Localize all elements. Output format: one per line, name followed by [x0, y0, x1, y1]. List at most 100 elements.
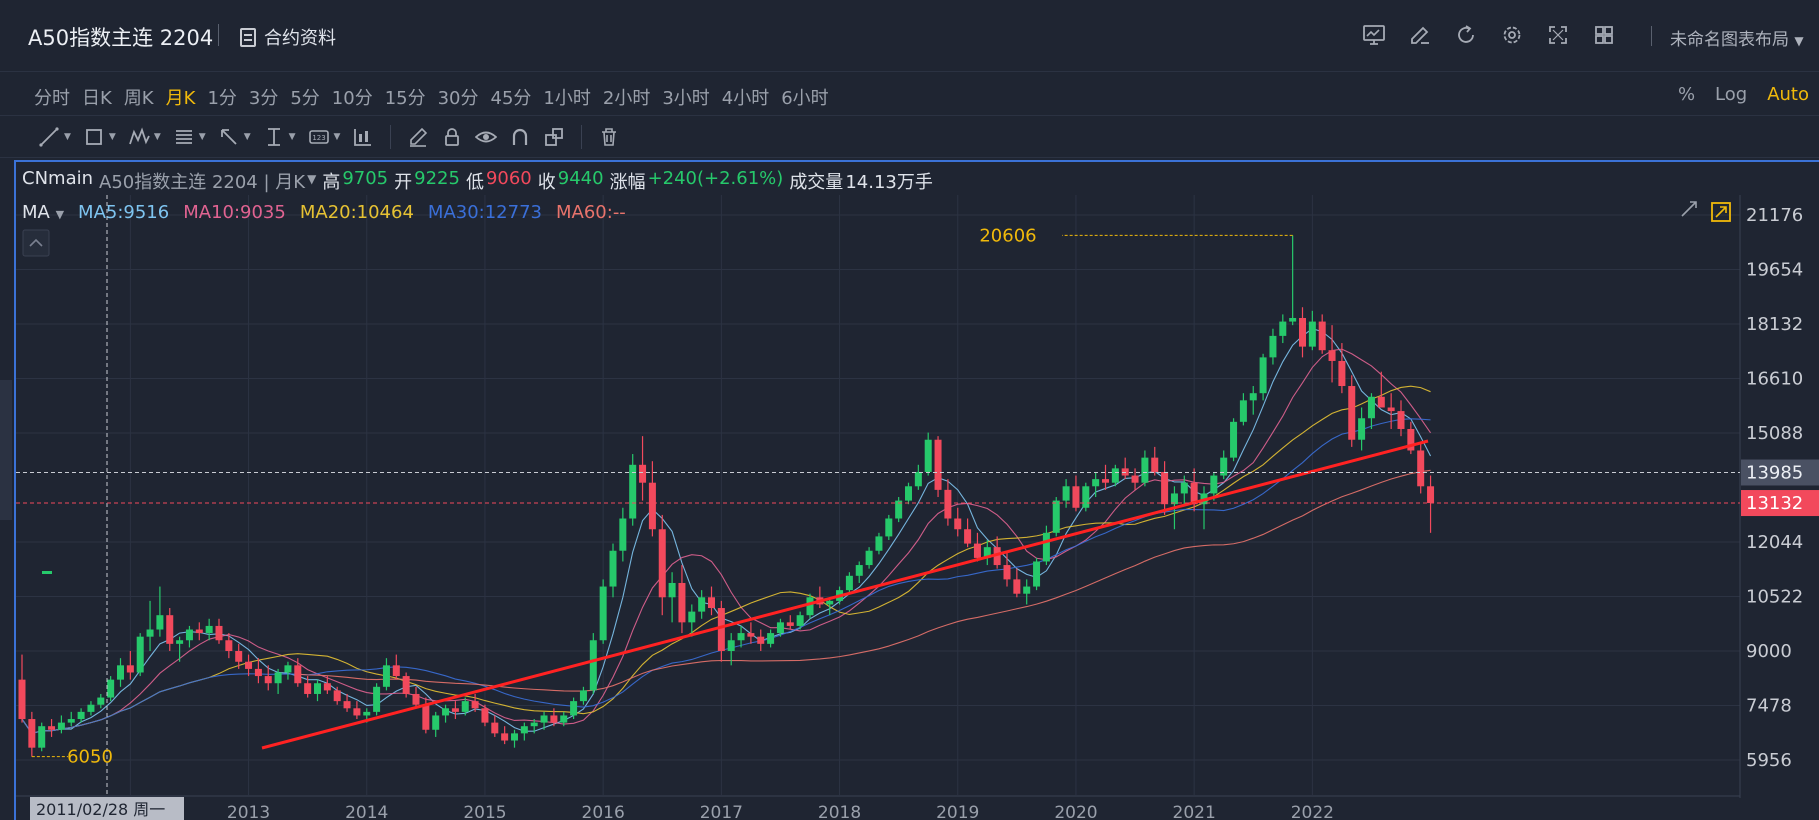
- candle-body[interactable]: [786, 622, 794, 626]
- eye-tool[interactable]: [469, 122, 503, 152]
- lock-tool[interactable]: [435, 122, 469, 152]
- period-tab[interactable]: 3分: [248, 88, 279, 109]
- period-tab[interactable]: 1分: [207, 88, 237, 109]
- candle-body[interactable]: [136, 636, 144, 673]
- candle-body[interactable]: [826, 600, 834, 605]
- period-tab[interactable]: 15分: [384, 88, 426, 109]
- candle-body[interactable]: [166, 615, 174, 644]
- candle-body[interactable]: [1279, 321, 1287, 336]
- candle-body[interactable]: [973, 543, 981, 558]
- candle-body[interactable]: [382, 665, 390, 687]
- candle-body[interactable]: [776, 622, 784, 634]
- candle-body[interactable]: [954, 518, 962, 530]
- settings-icon[interactable]: [1497, 20, 1527, 50]
- candle-body[interactable]: [215, 625, 223, 641]
- candle-body[interactable]: [363, 711, 371, 716]
- scale-option[interactable]: Log: [1715, 84, 1748, 105]
- candle-body[interactable]: [77, 711, 85, 720]
- candle-body[interactable]: [806, 597, 814, 616]
- candle-body[interactable]: [708, 597, 715, 609]
- candle-body[interactable]: [648, 482, 656, 530]
- candle-body[interactable]: [1102, 479, 1109, 483]
- candle-body[interactable]: [1377, 396, 1385, 408]
- candle-body[interactable]: [442, 708, 450, 716]
- candle-body[interactable]: [1180, 482, 1188, 494]
- candle-body[interactable]: [501, 733, 509, 741]
- candle-body[interactable]: [1141, 457, 1149, 483]
- candle-body[interactable]: [727, 640, 735, 651]
- candle-body[interactable]: [1220, 457, 1228, 476]
- candle-body[interactable]: [284, 665, 292, 673]
- candle-body[interactable]: [254, 668, 262, 677]
- candle-body[interactable]: [993, 547, 1001, 566]
- period-tab[interactable]: 5分: [290, 88, 320, 109]
- candle-body[interactable]: [905, 486, 912, 501]
- candle-body[interactable]: [422, 704, 430, 730]
- candle-body[interactable]: [1239, 400, 1247, 422]
- ma-indicator-name[interactable]: MA ▼: [22, 202, 64, 223]
- candle-body[interactable]: [1397, 411, 1405, 429]
- candle-body[interactable]: [412, 693, 420, 705]
- candle-body[interactable]: [323, 683, 331, 691]
- candle-body[interactable]: [570, 701, 578, 716]
- expand-icon[interactable]: [1711, 202, 1731, 222]
- period-tab[interactable]: 日K: [82, 88, 112, 109]
- candle-body[interactable]: [1249, 393, 1257, 401]
- candle-body[interactable]: [895, 500, 903, 519]
- period-tab[interactable]: 分时: [34, 88, 70, 109]
- candle-body[interactable]: [1023, 586, 1031, 594]
- trend-line-drawing[interactable]: [261, 439, 1429, 750]
- candle-body[interactable]: [304, 683, 312, 694]
- period-tab[interactable]: 6小时: [781, 88, 829, 109]
- candle-body[interactable]: [845, 575, 853, 591]
- candle-body[interactable]: [885, 518, 893, 537]
- candle-body[interactable]: [117, 665, 124, 680]
- fullscreen-icon[interactable]: [1543, 20, 1573, 50]
- candle-body[interactable]: [796, 615, 804, 626]
- candle-body[interactable]: [451, 708, 459, 712]
- candle-body[interactable]: [1072, 486, 1080, 508]
- candle-body[interactable]: [1170, 493, 1178, 505]
- arrow-tool[interactable]: ▼: [212, 122, 257, 152]
- candle-body[interactable]: [353, 708, 361, 716]
- candle-body[interactable]: [264, 676, 272, 684]
- candle-body[interactable]: [629, 464, 637, 519]
- candle-body[interactable]: [67, 719, 75, 723]
- candle-body[interactable]: [983, 547, 991, 558]
- candle-body[interactable]: [1151, 457, 1159, 472]
- candle-body[interactable]: [146, 629, 154, 637]
- candle-body[interactable]: [1121, 468, 1129, 476]
- candle-body[interactable]: [176, 640, 184, 644]
- rectangle-tool[interactable]: ▼: [77, 122, 122, 152]
- candle-body[interactable]: [530, 722, 538, 727]
- candle-body[interactable]: [1042, 532, 1050, 562]
- fib-tool[interactable]: ▼: [167, 122, 212, 152]
- period-tab[interactable]: 周K: [123, 88, 154, 109]
- candle-body[interactable]: [579, 690, 587, 702]
- candle-body[interactable]: [658, 529, 666, 598]
- candle-body[interactable]: [865, 550, 873, 566]
- candle-body[interactable]: [589, 640, 597, 691]
- candle-body[interactable]: [1161, 471, 1169, 505]
- candle-body[interactable]: [432, 715, 440, 730]
- candle-body[interactable]: [1230, 421, 1238, 458]
- candle-body[interactable]: [560, 715, 568, 723]
- candle-body[interactable]: [156, 615, 164, 630]
- candle-body[interactable]: [185, 629, 193, 641]
- legend-symbol[interactable]: A50指数主连 2204 | 月K: [99, 172, 306, 193]
- candle-body[interactable]: [491, 722, 499, 734]
- candle-body[interactable]: [245, 661, 253, 669]
- scale-option[interactable]: %: [1677, 84, 1696, 105]
- candle-body[interactable]: [944, 489, 952, 519]
- candle-body[interactable]: [1111, 468, 1119, 483]
- candle-body[interactable]: [1269, 335, 1277, 358]
- candle-body[interactable]: [333, 690, 341, 702]
- candle-body[interactable]: [314, 683, 321, 694]
- candle-body[interactable]: [540, 715, 548, 723]
- candle-body[interactable]: [1190, 482, 1198, 505]
- candle-body[interactable]: [639, 464, 647, 483]
- candle-body[interactable]: [1387, 407, 1395, 412]
- candle-body[interactable]: [875, 536, 883, 551]
- candle-body[interactable]: [1299, 317, 1306, 347]
- trend-line-tool[interactable]: ▼: [32, 122, 77, 152]
